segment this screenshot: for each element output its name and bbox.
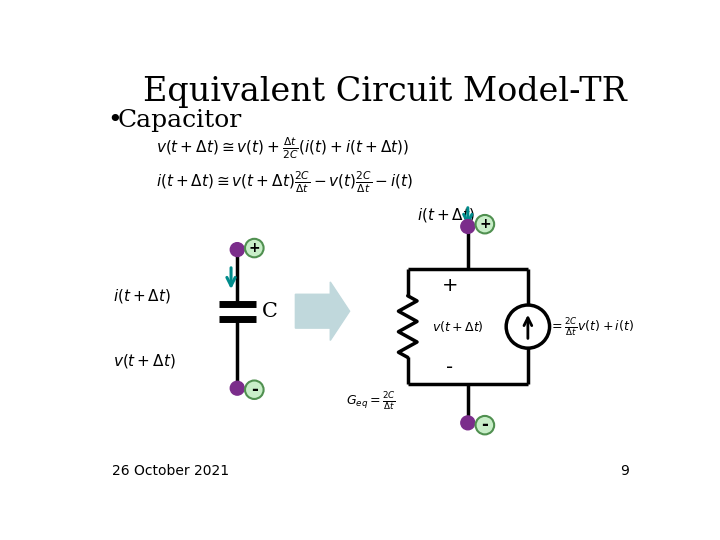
Text: -: - — [251, 381, 258, 399]
Text: $G_{eq}=\frac{2C}{\Delta t}$: $G_{eq}=\frac{2C}{\Delta t}$ — [346, 390, 396, 413]
Text: C: C — [262, 302, 278, 321]
Text: +: + — [441, 276, 458, 295]
Text: +: + — [248, 241, 260, 255]
Text: 9: 9 — [620, 464, 629, 478]
Circle shape — [461, 220, 474, 233]
Circle shape — [245, 381, 264, 399]
Text: +: + — [479, 217, 490, 231]
Circle shape — [506, 305, 549, 348]
Text: Equivalent Circuit Model-TR: Equivalent Circuit Model-TR — [143, 76, 626, 108]
Text: $i(t+\Delta t)$: $i(t+\Delta t)$ — [418, 206, 475, 224]
Circle shape — [245, 239, 264, 257]
Text: $v(t+\Delta t)$: $v(t+\Delta t)$ — [113, 352, 176, 370]
Circle shape — [230, 242, 244, 256]
Text: -: - — [482, 416, 488, 434]
Circle shape — [476, 215, 494, 233]
Text: $v(t+\Delta t) \cong v(t)+\frac{\Delta t}{2C}(i(t)+i(t+\Delta t))$: $v(t+\Delta t) \cong v(t)+\frac{\Delta t… — [156, 135, 409, 161]
Text: $i(t+\Delta t)$: $i(t+\Delta t)$ — [113, 287, 171, 305]
Text: -: - — [446, 358, 454, 377]
Polygon shape — [295, 282, 350, 340]
Text: $v(t+\Delta t)$: $v(t+\Delta t)$ — [432, 319, 484, 334]
Text: $I_{eq}=\frac{2C}{\Delta t}v(t)+i(t)$: $I_{eq}=\frac{2C}{\Delta t}v(t)+i(t)$ — [534, 316, 634, 338]
Circle shape — [461, 416, 474, 430]
Text: •: • — [107, 108, 122, 132]
Text: Capacitor: Capacitor — [118, 109, 242, 132]
Circle shape — [230, 381, 244, 395]
Text: $i(t+\Delta t) \cong v(t+\Delta t)\frac{2C}{\Delta t}-v(t)\frac{2C}{\Delta t}-i(: $i(t+\Delta t) \cong v(t+\Delta t)\frac{… — [156, 169, 413, 194]
Circle shape — [476, 416, 494, 434]
Text: 26 October 2021: 26 October 2021 — [112, 464, 229, 478]
